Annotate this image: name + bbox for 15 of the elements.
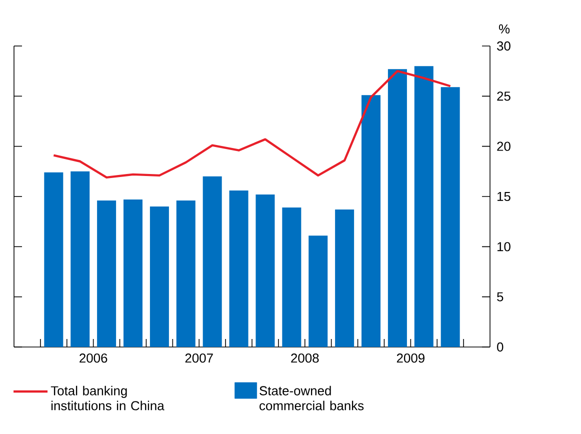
- y-tick-label: 15: [498, 192, 510, 202]
- x-tick-label: 2008: [291, 354, 319, 363]
- x-tick-label: 2009: [396, 354, 424, 363]
- y-tick-label: 5: [497, 292, 504, 302]
- line-series: [52, 70, 452, 179]
- y-tick-label: 0: [497, 342, 504, 352]
- y-tick-label: 10: [498, 242, 510, 252]
- y-tick-label: 20: [497, 142, 510, 151]
- x-tick-label: 2007: [185, 354, 213, 363]
- legend-label: State-owned commercial banks: [260, 386, 364, 410]
- y-tick-label: 30: [497, 41, 510, 51]
- y-tick-label: 25: [497, 92, 510, 101]
- x-tick-label: 2006: [80, 354, 108, 363]
- legend-label: Total banking institutions in China: [50, 386, 164, 410]
- y-axis-title: %: [498, 24, 510, 34]
